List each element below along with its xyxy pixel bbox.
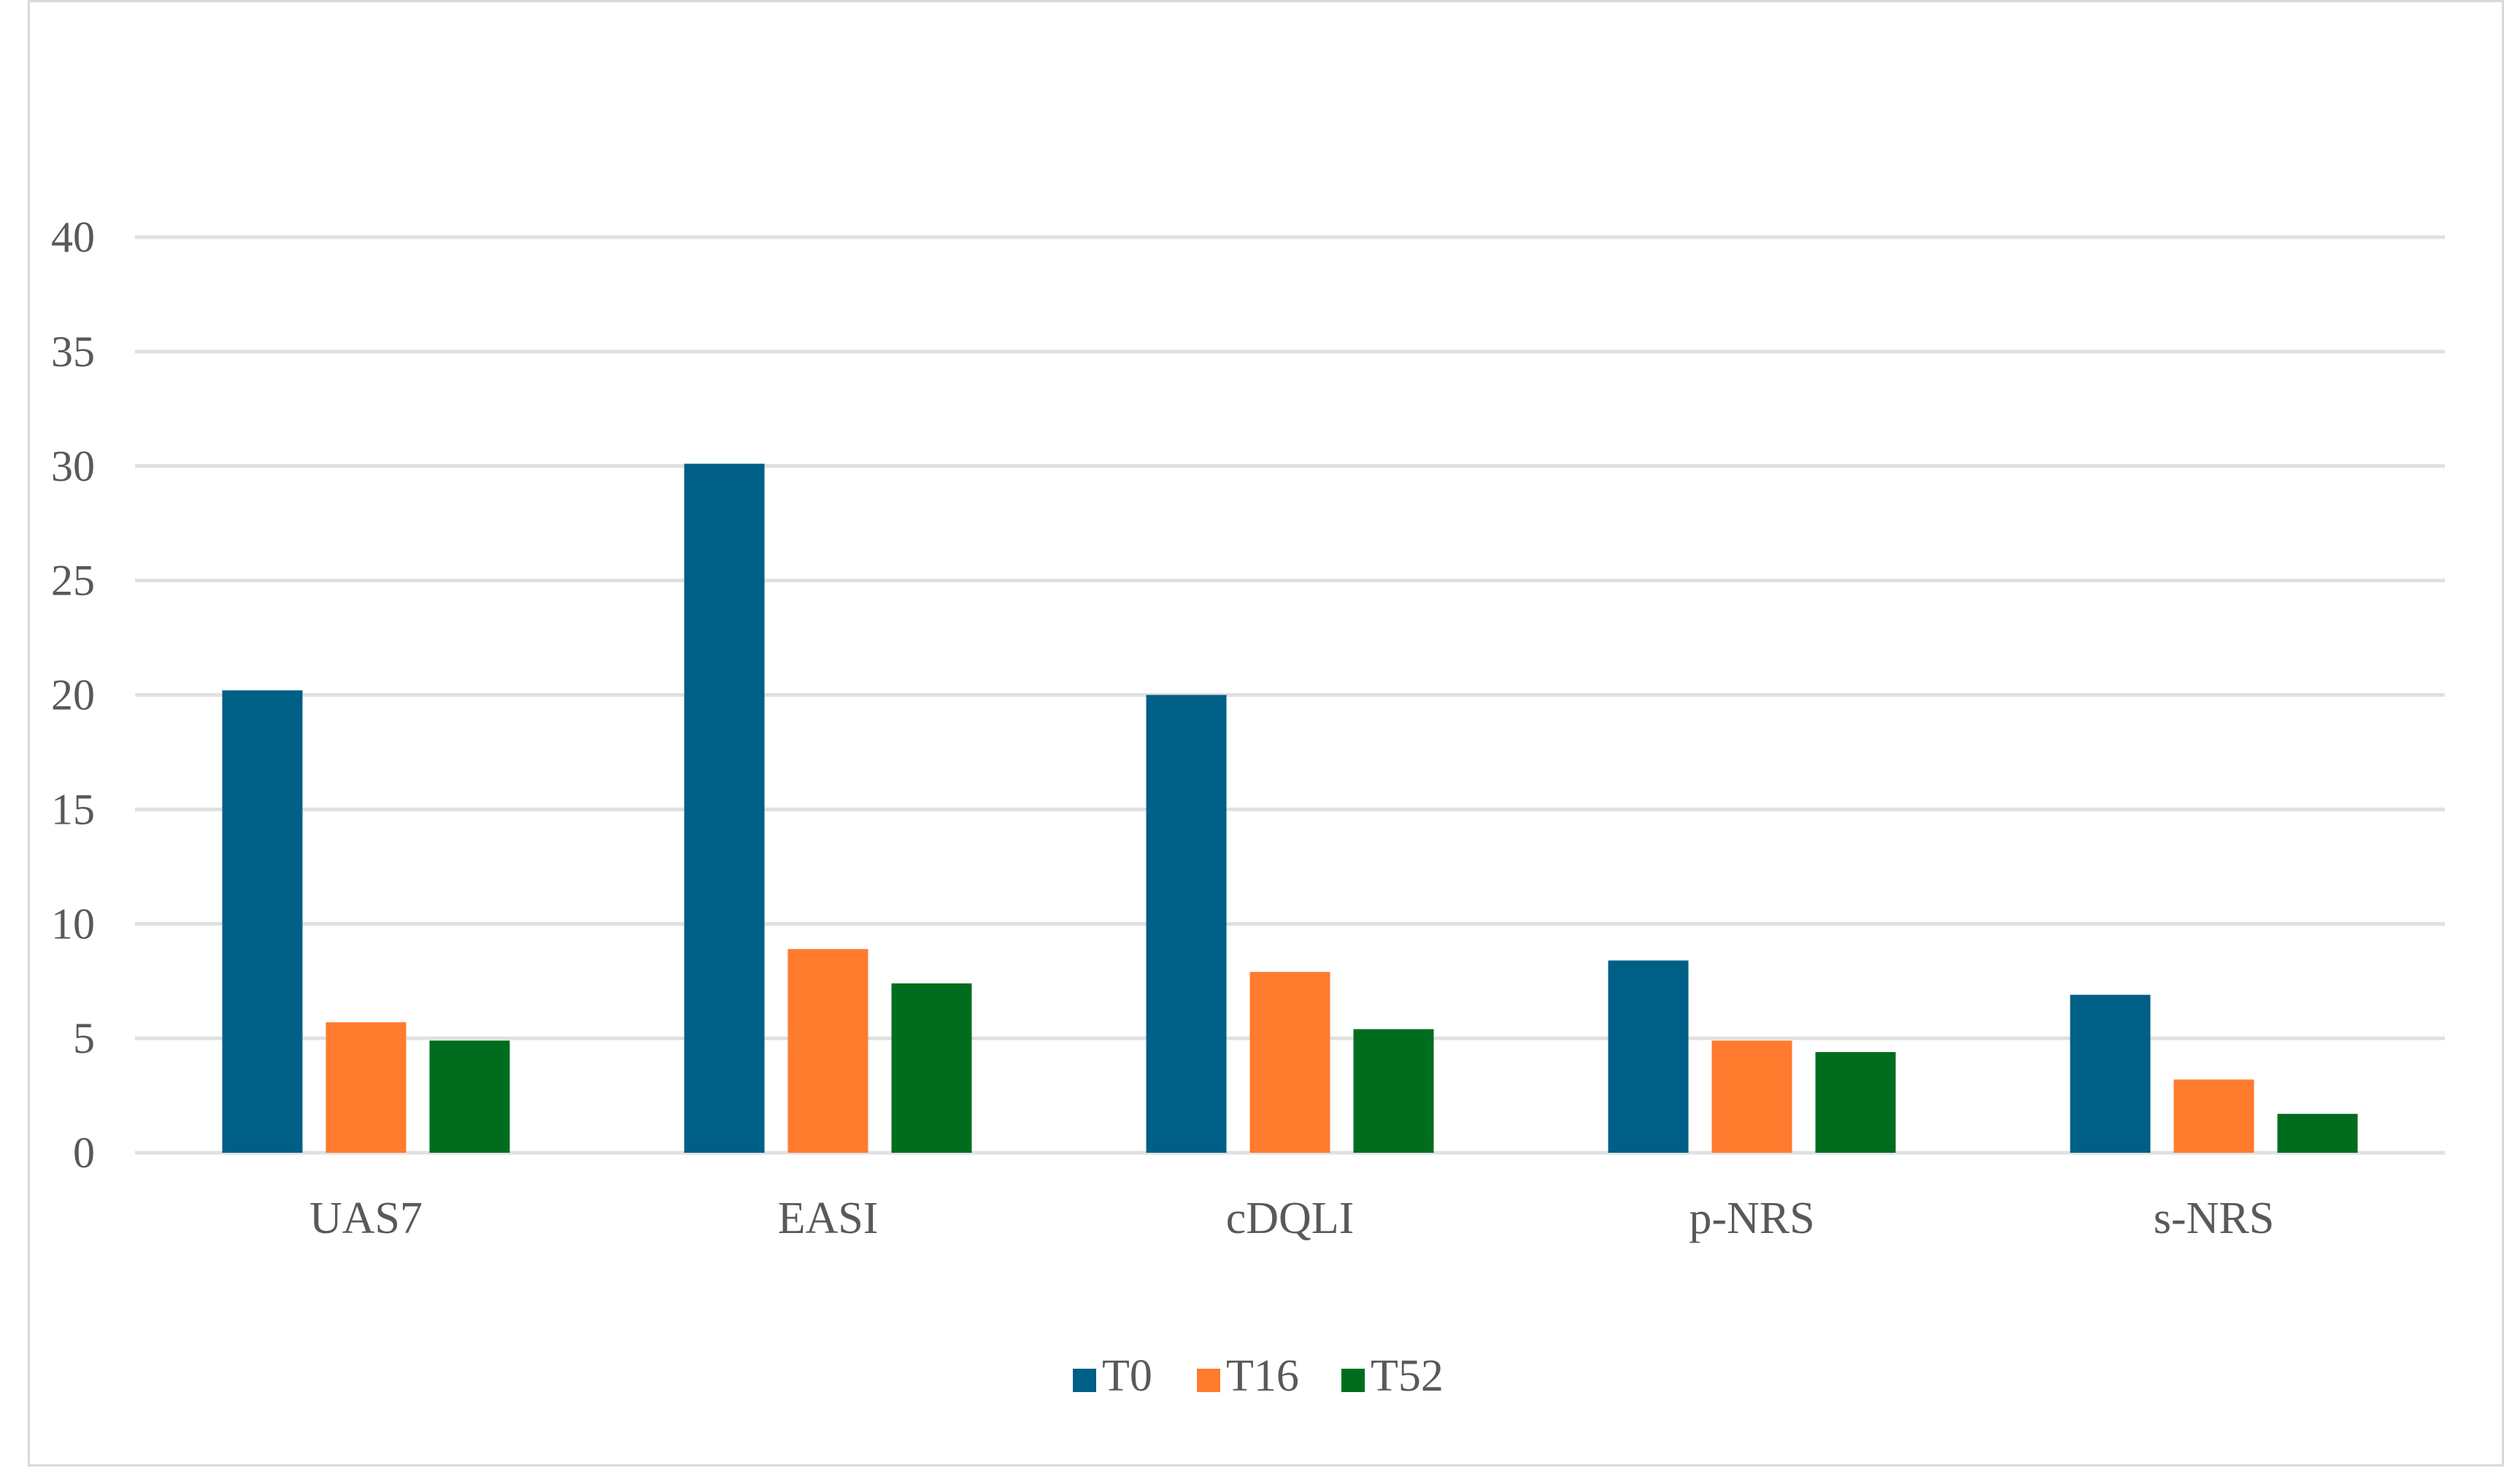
x-category-label: p-NRS	[1689, 1194, 1814, 1243]
bar-t52-s-nrs	[2277, 1113, 2358, 1153]
x-category-label: s-NRS	[2154, 1194, 2274, 1243]
legend-swatch-t16	[1197, 1369, 1220, 1392]
x-category-label: cDQLI	[1226, 1194, 1355, 1243]
bar-t52-uas7	[429, 1040, 510, 1153]
bar-t16-easi	[787, 948, 868, 1153]
bar-t0-easi	[684, 463, 765, 1153]
bar-t16-cdqli	[1249, 972, 1330, 1153]
bar-t0-cdqli	[1146, 695, 1227, 1153]
y-tick-label: 20	[51, 671, 95, 719]
legend-label-t52: T52	[1371, 1351, 1444, 1401]
y-tick-label: 0	[73, 1129, 95, 1177]
x-category-label: UAS7	[309, 1194, 423, 1243]
legend-swatch-t0	[1073, 1369, 1096, 1392]
bar-t52-cdqli	[1353, 1029, 1434, 1153]
chart-frame	[28, 0, 2504, 1466]
bar-t0-s-nrs	[2070, 994, 2151, 1153]
y-tick-label: 10	[51, 900, 95, 948]
y-axis-tick-labels: 0 5 10 15 20 25 30 35 40	[51, 213, 95, 1177]
y-tick-label: 40	[51, 213, 95, 261]
bar-t16-p-nrs	[1711, 1040, 1792, 1153]
y-tick-label: 5	[73, 1014, 95, 1062]
legend-swatch-t52	[1341, 1369, 1365, 1392]
legend-label-t0: T0	[1102, 1351, 1152, 1401]
bars	[222, 463, 2358, 1153]
x-category-label: EASI	[778, 1194, 879, 1243]
bar-t0-uas7	[222, 690, 303, 1153]
y-tick-label: 25	[51, 557, 95, 605]
bar-t52-easi	[891, 983, 972, 1153]
y-tick-label: 30	[51, 442, 95, 490]
bar-t52-p-nrs	[1815, 1051, 1896, 1153]
y-tick-label: 15	[51, 785, 95, 833]
legend-label-t16: T16	[1226, 1351, 1299, 1401]
y-tick-label: 35	[51, 328, 95, 376]
bar-t0-p-nrs	[1608, 960, 1689, 1153]
bar-t16-s-nrs	[2173, 1079, 2254, 1153]
gridlines	[135, 235, 2445, 1155]
legend: T0 T16 T52	[1073, 1351, 1444, 1401]
x-axis-category-labels: UAS7 EASI cDQLI p-NRS s-NRS	[309, 1194, 2274, 1243]
bar-t16-uas7	[325, 1022, 407, 1153]
